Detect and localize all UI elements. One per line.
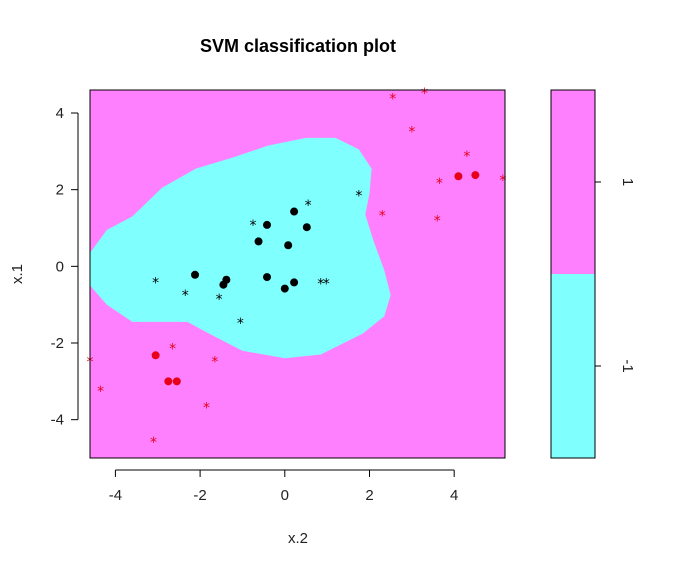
support-vector-negative <box>284 241 293 250</box>
color-legend: 1 -1 <box>550 89 636 459</box>
x-axis-label: x.2 <box>288 530 308 547</box>
support-vector-negative <box>254 237 263 246</box>
legend-swatch-positive <box>551 90 595 274</box>
support-vector-positive <box>151 351 160 360</box>
data-point-positive: * <box>463 149 470 165</box>
support-vector-positive <box>172 377 181 386</box>
y-tick-label: 0 <box>56 258 64 275</box>
data-point-positive: * <box>97 384 104 400</box>
data-point-positive: * <box>203 400 210 416</box>
x-axis: -4 -2 0 2 4 <box>109 469 458 504</box>
data-point-positive: * <box>169 342 176 358</box>
x-tick-label: 0 <box>281 487 289 504</box>
data-point-negative: * <box>317 276 324 292</box>
data-point-positive: * <box>421 86 428 102</box>
support-vector-negative <box>290 207 299 216</box>
y-axis: -4 -2 0 2 4 <box>51 105 79 429</box>
data-point-negative: * <box>152 276 159 292</box>
y-tick-label: -2 <box>51 335 64 352</box>
data-point-positive: * <box>211 354 218 370</box>
data-point-negative: * <box>305 198 312 214</box>
support-vector-positive <box>164 377 173 386</box>
support-vector-negative <box>263 273 272 282</box>
data-point-positive: * <box>434 214 441 230</box>
y-tick-label: 2 <box>56 182 64 199</box>
chart-title: SVM classification plot <box>200 36 396 56</box>
support-vector-negative <box>191 270 200 279</box>
data-point-negative: * <box>250 218 257 234</box>
plot-area <box>90 90 505 458</box>
support-vector-negative <box>302 223 311 232</box>
data-point-positive: * <box>379 209 386 225</box>
data-point-negative: * <box>216 292 223 308</box>
support-vector-negative <box>263 220 272 229</box>
data-point-positive: * <box>436 176 443 192</box>
data-point-positive: * <box>389 92 396 108</box>
x-tick-label: 4 <box>450 487 458 504</box>
decision-region-negative <box>90 137 391 359</box>
support-vector-negative <box>280 284 289 293</box>
data-point-negative: * <box>323 276 330 292</box>
data-point-positive: * <box>499 173 506 189</box>
legend-swatch-negative <box>551 274 595 458</box>
support-vector-negative <box>290 278 299 287</box>
y-tick-label: 4 <box>56 105 64 122</box>
data-point-positive: * <box>150 435 157 451</box>
legend-label-positive: 1 <box>619 178 636 186</box>
data-point-negative: * <box>182 288 189 304</box>
legend-label-negative: -1 <box>619 359 636 372</box>
data-point-negative: * <box>237 316 244 332</box>
x-tick-label: -2 <box>193 487 206 504</box>
legend-border <box>550 89 596 459</box>
data-point-negative: * <box>355 188 362 204</box>
x-tick-label: 2 <box>365 487 373 504</box>
plot-border <box>89 89 506 459</box>
support-vector-positive <box>454 172 463 181</box>
y-tick-label: -4 <box>51 412 64 429</box>
support-vector-negative <box>219 280 228 289</box>
data-point-positive: * <box>408 124 415 140</box>
x-tick-label: -4 <box>109 487 122 504</box>
y-axis-label: x.1 <box>9 264 26 284</box>
support-vector-positive <box>471 171 480 180</box>
